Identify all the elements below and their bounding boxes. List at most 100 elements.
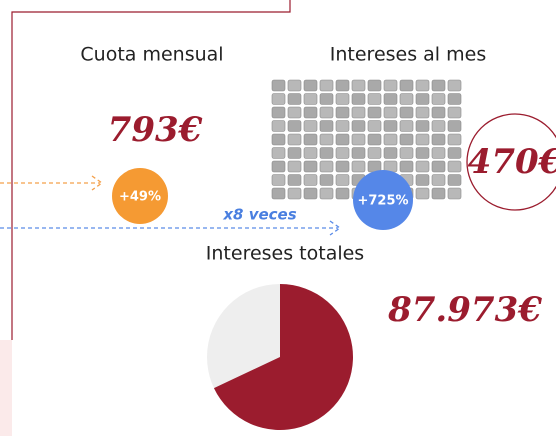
coin-stack — [287, 160, 302, 173]
cuota-amount: 793€ — [108, 110, 203, 150]
coin-stack — [319, 160, 334, 173]
coin-stack — [287, 174, 302, 186]
cuota-increase: +49% — [119, 190, 161, 205]
coin-stack — [447, 93, 462, 105]
coin-stack — [431, 133, 446, 146]
coin-stack — [303, 160, 318, 173]
coin-stack — [431, 174, 446, 186]
coin-stack — [335, 93, 350, 105]
coin-stack — [303, 120, 318, 132]
coin-stack — [383, 106, 398, 119]
coin-stack — [319, 187, 334, 200]
coin-stack — [415, 160, 430, 173]
coin-stack — [447, 160, 462, 173]
coin-stack — [367, 93, 382, 105]
coin-stack — [431, 160, 446, 173]
coin-stack — [399, 160, 414, 173]
coin-stack — [351, 160, 366, 173]
interes-amount: 470€ — [468, 142, 556, 182]
interes-badge — [353, 170, 413, 230]
coin-stack — [431, 106, 446, 119]
coin-stack — [447, 147, 462, 159]
coin-stack — [287, 79, 302, 92]
multiplier: x8 veces — [222, 206, 296, 224]
cuota-title: Cuota mensual — [80, 44, 223, 66]
coin-stack — [319, 147, 334, 159]
coin-stack — [431, 120, 446, 132]
coin-stack — [367, 106, 382, 119]
coin-stack — [271, 120, 286, 132]
coin-stack — [303, 106, 318, 119]
coin-stack — [415, 133, 430, 146]
coin-stack — [399, 147, 414, 159]
totales-amount: 87.973€ — [387, 290, 542, 330]
coin-stack — [303, 79, 318, 92]
coin-stack — [351, 133, 366, 146]
coin-stack — [335, 120, 350, 132]
coin-stack — [271, 79, 286, 92]
coin-stack — [383, 120, 398, 132]
coin-stack — [271, 174, 286, 186]
coin-stack — [351, 120, 366, 132]
intereses-mes-title: Intereses al mes — [330, 44, 486, 66]
coin-stack — [335, 160, 350, 173]
intereses-totales-title: Intereses totales — [206, 243, 364, 265]
coin-stack — [399, 79, 414, 92]
coin-stack — [287, 187, 302, 200]
coin-stack — [447, 79, 462, 92]
coin-stack — [319, 133, 334, 146]
coin-stack — [319, 106, 334, 119]
coin-stack — [399, 106, 414, 119]
coin-stack — [447, 133, 462, 146]
coin-stack — [271, 106, 286, 119]
coin-stack — [335, 133, 350, 146]
coin-stack — [335, 174, 350, 186]
coin-stack — [415, 187, 430, 200]
coin-stack — [431, 79, 446, 92]
coin-stack — [367, 147, 382, 159]
coin-stack — [271, 93, 286, 105]
coin-stack — [303, 147, 318, 159]
side-panel — [0, 340, 12, 436]
coin-stack — [383, 133, 398, 146]
coin-stack — [431, 187, 446, 200]
interes-increase: +725% — [357, 194, 408, 209]
coin-stack — [415, 106, 430, 119]
coin-stack — [431, 147, 446, 159]
coin-stack — [415, 93, 430, 105]
coin-stack — [431, 93, 446, 105]
coin-stack — [319, 174, 334, 186]
coin-stack — [271, 187, 286, 200]
coin-stack — [351, 93, 366, 105]
coin-stack — [447, 187, 462, 200]
coin-stack — [351, 147, 366, 159]
coin-stack — [319, 120, 334, 132]
coin-stack — [303, 93, 318, 105]
coin-stack — [399, 120, 414, 132]
coin-stack — [447, 106, 462, 119]
coin-stack — [367, 133, 382, 146]
coin-stack — [351, 106, 366, 119]
coin-stack — [319, 79, 334, 92]
cuota-badge — [112, 168, 168, 224]
coin-stack — [319, 93, 334, 105]
coin-stack — [447, 174, 462, 186]
coin-stack — [383, 93, 398, 105]
coin-stack — [287, 120, 302, 132]
coin-stack — [351, 79, 366, 92]
coin-stack — [335, 79, 350, 92]
coin-stack — [367, 120, 382, 132]
coin-stack — [271, 133, 286, 146]
coin-stack — [415, 120, 430, 132]
coin-stack — [399, 93, 414, 105]
coin-stack — [415, 147, 430, 159]
coin-stack — [415, 79, 430, 92]
coin-stack — [303, 174, 318, 186]
coin-stack — [415, 174, 430, 186]
coin-stack — [399, 133, 414, 146]
orange-arrow — [0, 175, 104, 191]
pie-slice — [213, 284, 353, 430]
coin-stack — [271, 160, 286, 173]
coin-stack — [447, 120, 462, 132]
